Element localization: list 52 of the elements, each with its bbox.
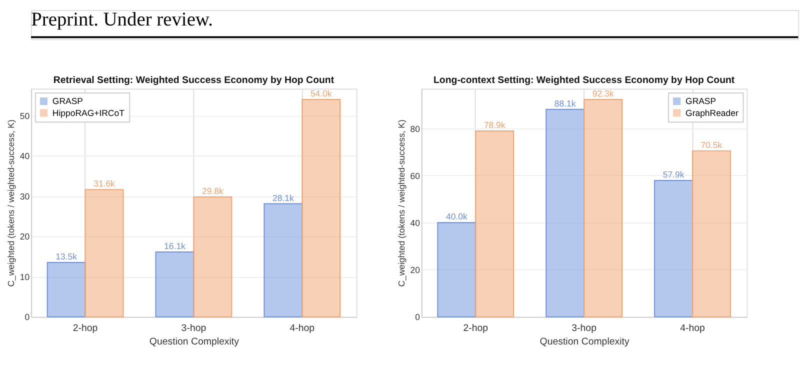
x-tick-label: 3-hop xyxy=(181,322,206,334)
bar xyxy=(264,203,303,318)
legend-label: GraphReader xyxy=(686,108,738,118)
bar xyxy=(155,252,194,318)
data-label: 70.5k xyxy=(700,140,723,150)
y-tick-label: 40 xyxy=(410,218,420,228)
y-tick-label: 0 xyxy=(24,312,30,322)
data-label: 31.6k xyxy=(94,178,116,189)
data-label: 78.9k xyxy=(484,120,506,130)
x-tick-label: 3-hop xyxy=(572,322,596,334)
bar xyxy=(584,98,622,318)
data-label: 13.5k xyxy=(56,252,78,262)
y-axis-title: C_weighted (tokens / weighted-success, K) xyxy=(396,120,406,287)
bar xyxy=(193,196,232,318)
y-tick-label: 60 xyxy=(410,170,420,181)
data-label: 88.1k xyxy=(554,98,576,108)
y-tick-label: 0 xyxy=(415,312,420,322)
chart-title: Long-context Setting: Weighted Success Economy by Hop Count xyxy=(433,74,736,86)
x-tick-label: 4-hop xyxy=(290,322,315,334)
bar xyxy=(302,99,341,318)
data-label: 16.1k xyxy=(164,241,186,252)
data-label: 57.9k xyxy=(662,170,685,180)
x-tick-label: 2-hop xyxy=(463,322,488,334)
data-label: 40.0k xyxy=(446,212,468,222)
legend-label: GRASP xyxy=(686,96,716,106)
y-tick-label: 20 xyxy=(20,232,30,242)
data-label: 29.8k xyxy=(202,186,224,196)
data-label: 28.1k xyxy=(272,192,294,203)
bar xyxy=(46,262,86,318)
y-tick-label: 80 xyxy=(410,124,420,134)
text: Preprint. Under review. xyxy=(31,10,214,31)
y-tick-label: 10 xyxy=(20,272,30,282)
x-tick-label: 4-hop xyxy=(680,322,705,334)
chart-title: Retrieval Setting: Weighted Success Economy by Hop Count xyxy=(53,74,335,86)
data-label: 92.3k xyxy=(592,88,614,99)
x-axis-title: Question Complexity xyxy=(149,336,240,348)
data-label: 54.0k xyxy=(310,88,332,99)
bar xyxy=(654,180,693,318)
y-tick-label: 30 xyxy=(20,191,30,202)
bar xyxy=(546,108,585,318)
y-tick-label: 20 xyxy=(410,265,420,276)
y-tick-label: 40 xyxy=(20,151,30,162)
legend-label: HippoRAG+IRCoT xyxy=(52,108,126,118)
bar xyxy=(475,130,514,318)
bar xyxy=(692,150,731,318)
x-axis-title: Question Complexity xyxy=(540,336,630,348)
legend-label: GRASP xyxy=(52,96,84,106)
y-tick-label: 50 xyxy=(20,111,30,121)
bar xyxy=(437,222,476,318)
bar xyxy=(84,189,124,318)
x-tick-label: 2-hop xyxy=(72,322,98,334)
y-axis-title: C_weighted (tokens / weighted-success, K) xyxy=(6,120,16,287)
